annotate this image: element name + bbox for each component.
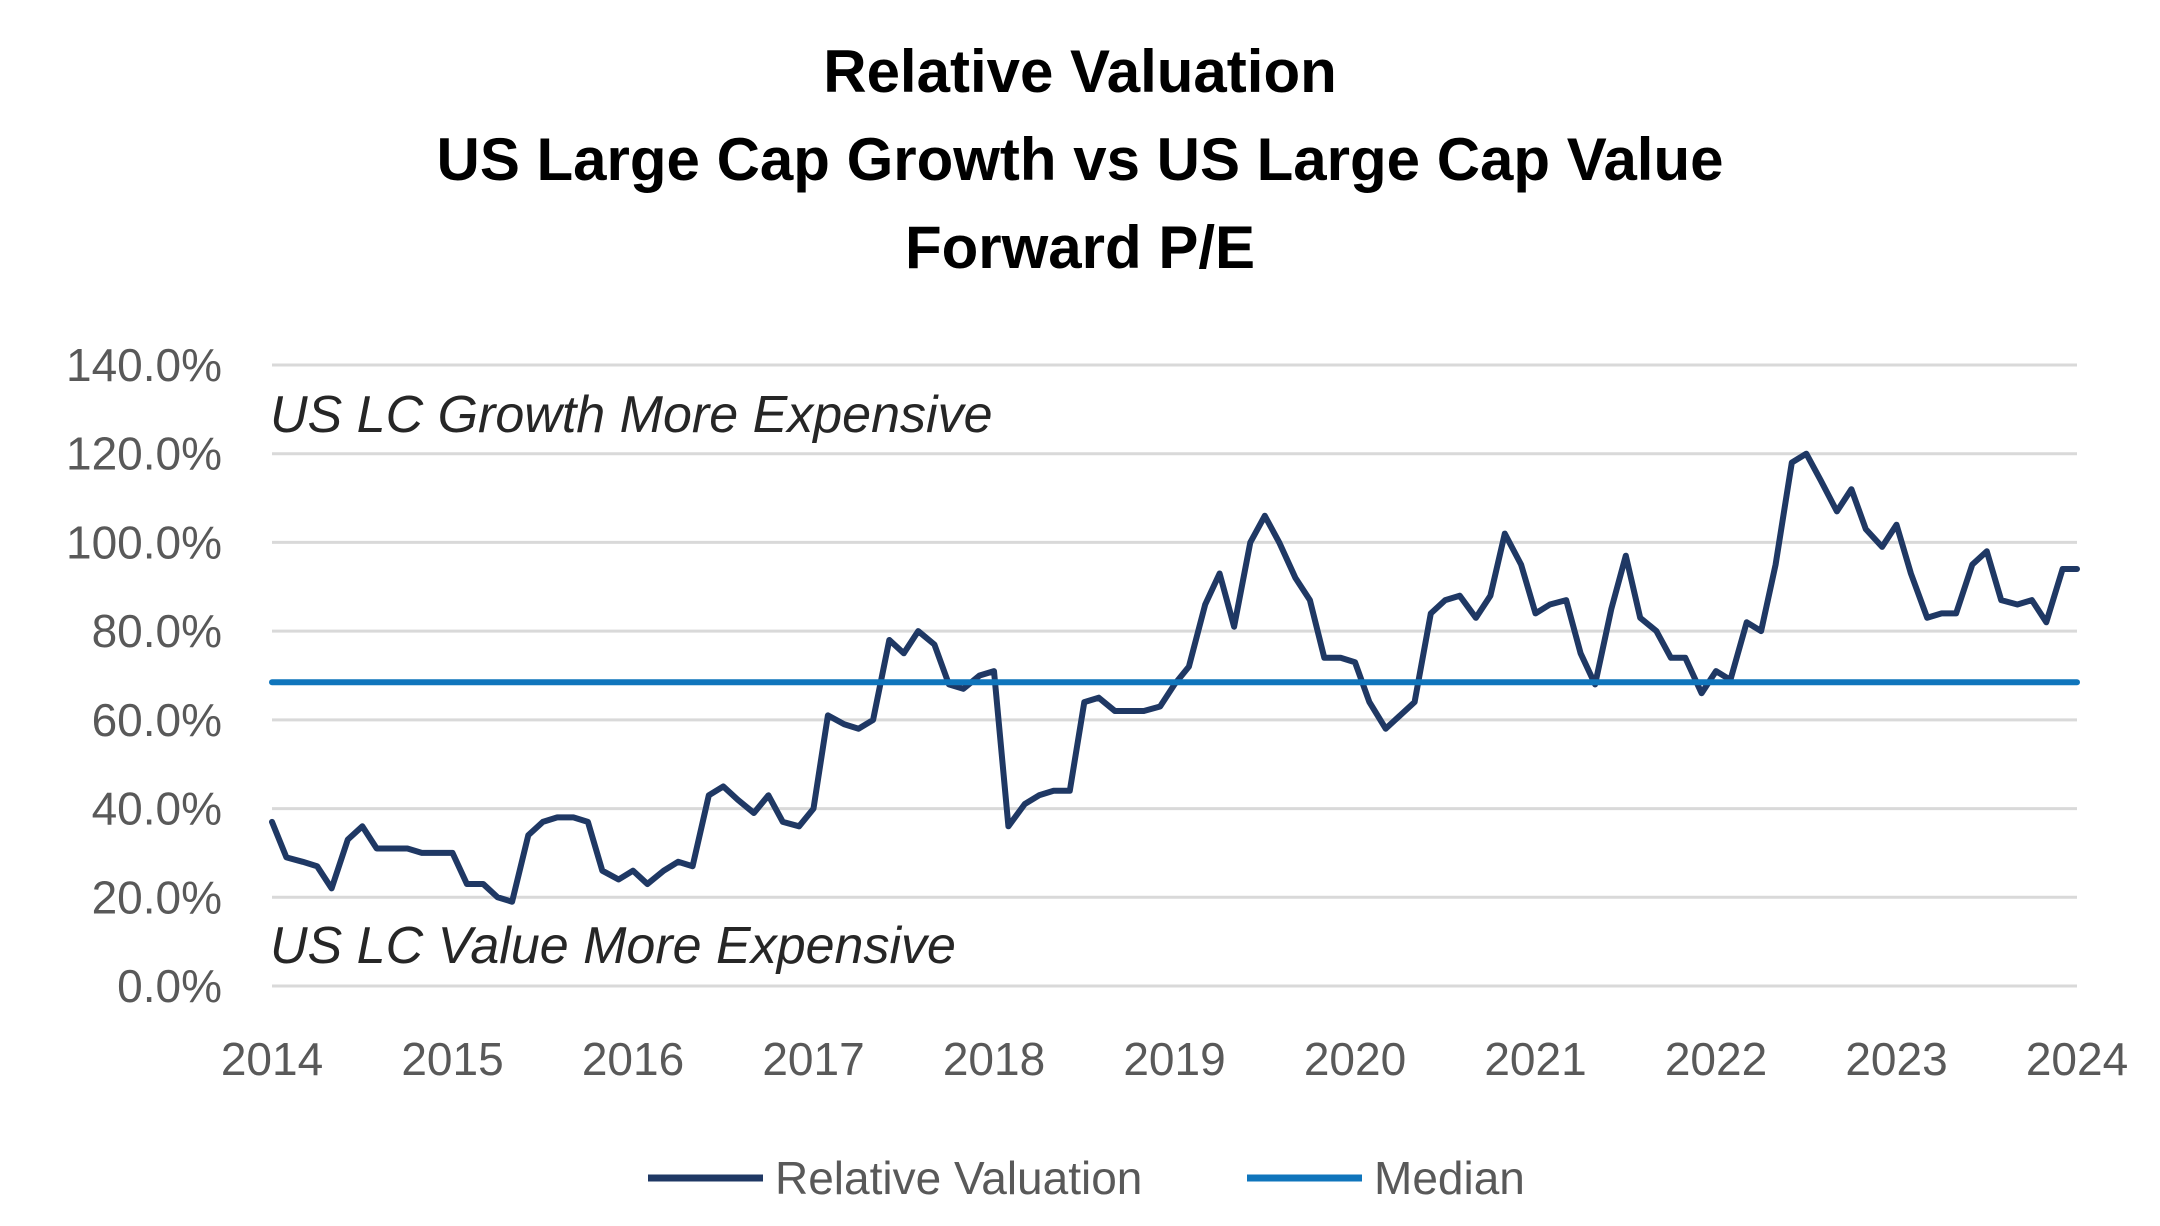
y-tick-label: 40.0% [92, 783, 222, 835]
y-axis-tick-labels: 0.0% 20.0% 40.0% 60.0% 80.0% 100.0% 120.0% 140.… [66, 339, 222, 1012]
grid-lines [272, 363, 2077, 988]
plot-area [269, 450, 2080, 905]
x-axis-tick-labels: 2014 2015 2016 2017 2018 2019 2020 2021 2022 2023… [221, 1033, 2128, 1085]
x-tick-label: 2015 [401, 1033, 503, 1085]
y-tick-label: 60.0% [92, 694, 222, 746]
x-tick-label: 2018 [943, 1033, 1045, 1085]
x-tick-label: 2023 [1845, 1033, 1947, 1085]
chart-title: Relative Valuation US Large Cap Growth v… [436, 38, 1723, 281]
legend-item-median: Median [1247, 1152, 1525, 1204]
x-tick-label: 2024 [2026, 1033, 2128, 1085]
y-tick-label: 80.0% [92, 605, 222, 657]
x-tick-label: 2019 [1123, 1033, 1225, 1085]
annotation-growth-more-expensive: US LC Growth More Expensive [270, 386, 993, 444]
x-tick-label: 2022 [1665, 1033, 1767, 1085]
x-tick-label: 2020 [1304, 1033, 1406, 1085]
annotation-value-more-expensive: US LC Value More Expensive [270, 917, 956, 975]
x-tick-label: 2021 [1484, 1033, 1586, 1085]
y-tick-label: 140.0% [66, 339, 222, 391]
chart-title-line-2: US Large Cap Growth vs US Large Cap Valu… [436, 126, 1723, 193]
legend-item-relative-valuation: Relative Valuation [648, 1152, 1142, 1204]
series-line-relative-valuation [269, 450, 2080, 905]
legend: Relative Valuation Median [648, 1152, 1525, 1204]
x-tick-label: 2014 [221, 1033, 323, 1085]
legend-label-relative-valuation: Relative Valuation [775, 1152, 1142, 1204]
y-tick-label: 0.0% [117, 960, 222, 1012]
x-tick-label: 2017 [762, 1033, 864, 1085]
chart-title-line-1: Relative Valuation [823, 38, 1337, 105]
y-tick-label: 100.0% [66, 516, 222, 568]
y-tick-label: 120.0% [66, 428, 222, 480]
legend-label-median: Median [1374, 1152, 1525, 1204]
x-tick-label: 2016 [582, 1033, 684, 1085]
chart-title-line-3: Forward P/E [905, 214, 1255, 281]
y-tick-label: 20.0% [92, 871, 222, 923]
